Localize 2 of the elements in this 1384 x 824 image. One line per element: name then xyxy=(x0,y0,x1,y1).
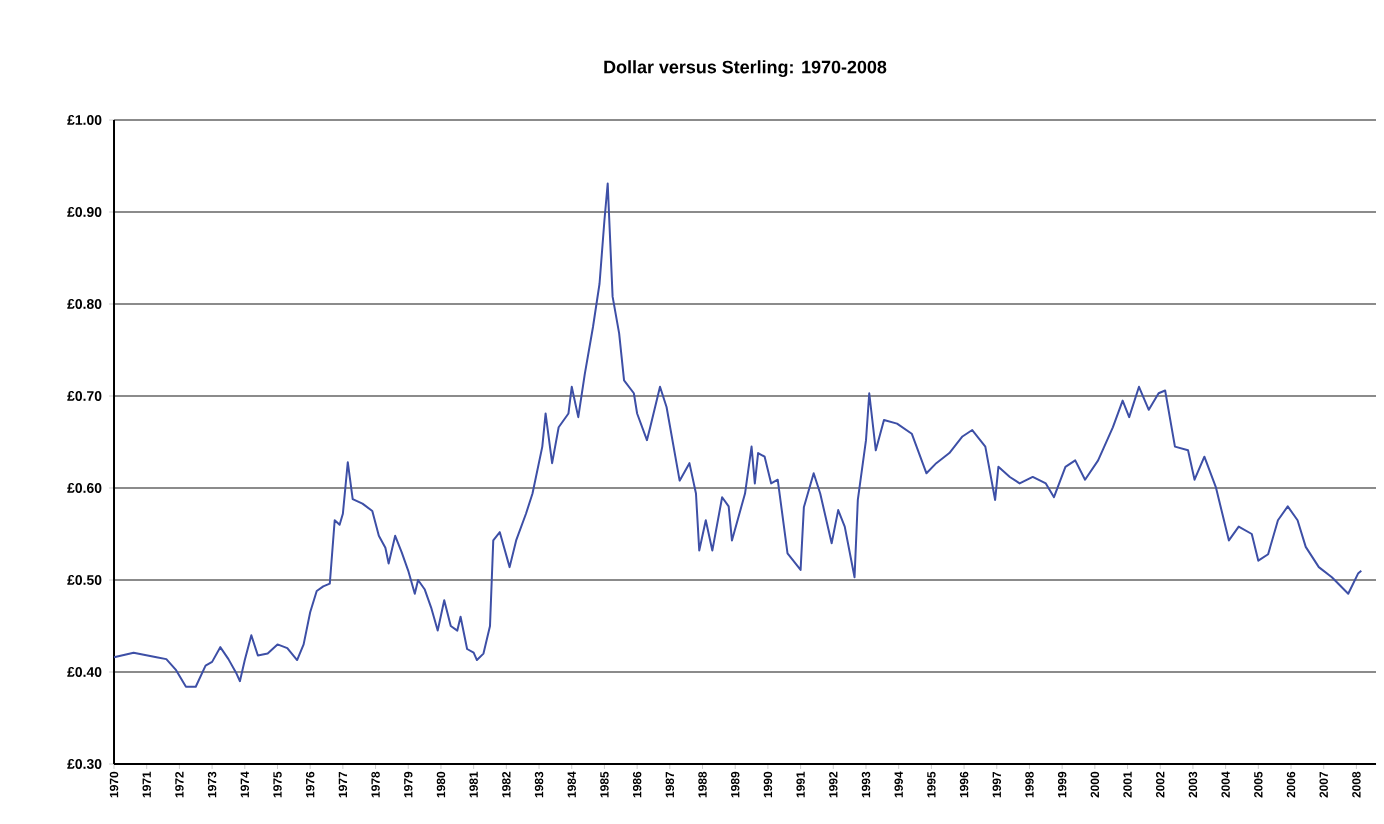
line-series xyxy=(113,182,1363,688)
chart-title: Dollar versus Sterling: 1970-2008 xyxy=(604,60,887,78)
